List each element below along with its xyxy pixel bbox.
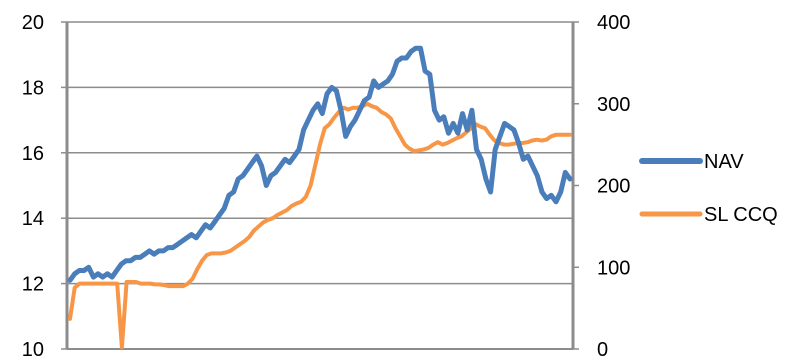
right-y-tick-labels: 0 100 200 300 400 [573, 12, 630, 361]
legend-label: SL CCQ [704, 204, 778, 226]
left-y-tick-labels: 10 12 14 16 18 20 [22, 12, 67, 361]
left-y-tick-label: 18 [22, 77, 44, 99]
right-y-tick-label: 300 [597, 94, 630, 116]
left-y-tick-label: 16 [22, 143, 44, 165]
series-layer [67, 45, 573, 350]
left-y-tick-label: 14 [22, 208, 44, 230]
right-y-tick-label: 400 [597, 12, 630, 34]
legend-label: NAV [704, 151, 744, 173]
right-y-tick-label: 200 [597, 176, 630, 198]
series-line-nav [67, 45, 573, 283]
left-y-tick-label: 12 [22, 274, 44, 296]
right-y-tick-label: 0 [597, 339, 608, 358]
left-y-tick-label: 20 [22, 12, 44, 34]
right-y-tick-label: 100 [597, 257, 630, 279]
axes [65, 22, 575, 350]
series-line-sl-ccq [68, 101, 572, 350]
legend: NAV SL CCQ [639, 151, 778, 226]
left-y-tick-label: 10 [22, 339, 44, 358]
